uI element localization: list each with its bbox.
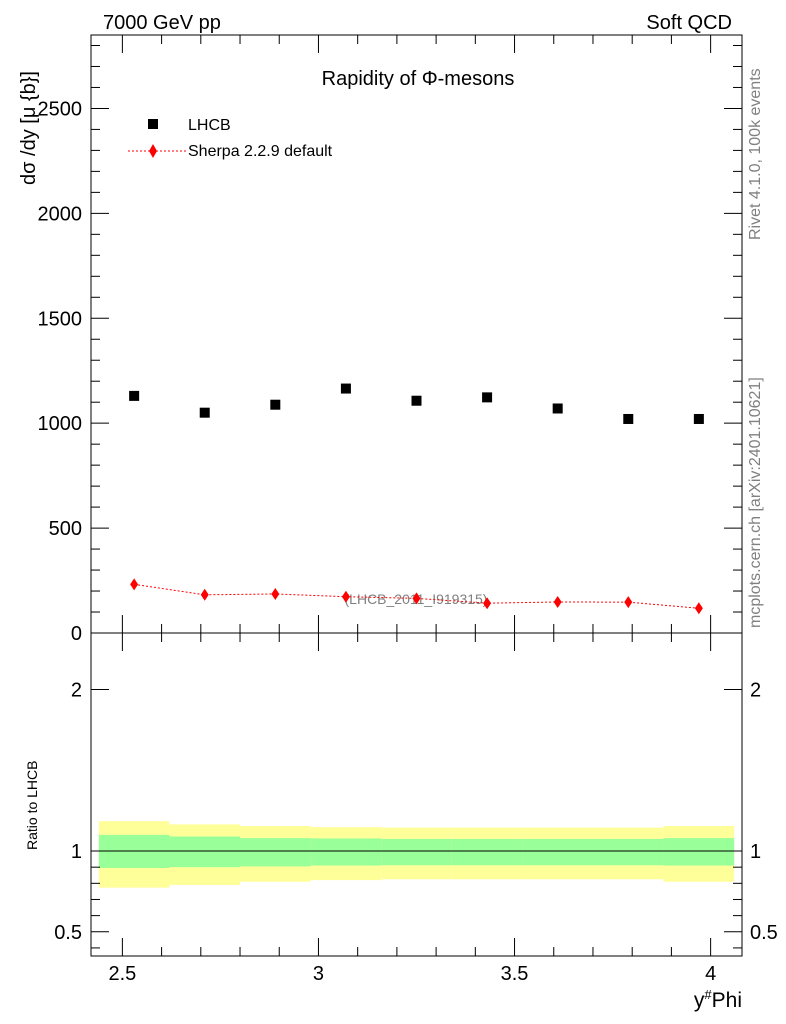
- x-tick-label: 3.5: [501, 963, 529, 985]
- mc-point: [694, 602, 703, 615]
- main-y-axis-label: dσ /dy [μ {b}]: [18, 71, 40, 185]
- legend: LHCB Sherpa 2.2.9 default: [128, 117, 333, 160]
- y-tick-label: 0: [71, 623, 82, 645]
- data-point: [623, 413, 634, 424]
- legend-mc-marker: [149, 144, 157, 158]
- x-tick-label: 2.5: [108, 963, 136, 985]
- y-tick-label: 1000: [38, 413, 83, 435]
- stat-band-bin: [169, 836, 241, 868]
- mc-point: [412, 592, 421, 605]
- data-point: [411, 395, 422, 406]
- data-point: [482, 392, 493, 403]
- stat-band-bin: [663, 838, 735, 866]
- stat-band-bin: [240, 838, 311, 867]
- main-y-tick-labels: 0 500 1000 1500 2000 2500: [38, 98, 83, 645]
- mc-point: [341, 590, 350, 603]
- mc-point: [483, 597, 492, 610]
- ratio-y-tick-label-left: 0.5: [54, 922, 82, 944]
- x-tick-label: 3: [313, 963, 324, 985]
- ratio-y-tick-label-left: 1: [71, 841, 82, 863]
- header-right: Soft QCD: [646, 12, 732, 34]
- rivet-label: Rivet 4.1.0, 100k events: [747, 68, 764, 240]
- x-axis-label: y#Phi: [694, 987, 742, 1012]
- mc-point: [624, 596, 633, 609]
- ratio-y-tick-label-left: 2: [71, 680, 82, 702]
- y-tick-label: 2000: [38, 203, 83, 225]
- ratio-plot-frame: [90, 632, 743, 957]
- x-tick-labels: 2.5 3 3.5 4: [108, 963, 716, 985]
- y-tick-label: 2500: [38, 98, 83, 120]
- stat-band-bin: [381, 838, 452, 866]
- legend-data-label: LHCB: [188, 117, 231, 134]
- data-point: [552, 403, 563, 414]
- plot-title: Rapidity of Φ-mesons: [322, 68, 515, 90]
- data-point: [199, 407, 210, 418]
- header-left: 7000 GeV pp: [103, 12, 221, 34]
- data-point: [129, 390, 140, 401]
- x-tick-label: 4: [705, 963, 716, 985]
- ratio-y-tick-label-right: 1: [750, 841, 761, 863]
- ratio-y-tick-labels: 0.5 0.5 1 1 2 2: [54, 680, 778, 944]
- stat-band-bin: [522, 838, 593, 866]
- ratio-y-tick-label-right: 2: [750, 680, 761, 702]
- main-plot-ticks: [91, 35, 742, 634]
- y-tick-label: 500: [49, 518, 82, 540]
- ratio-y-axis-label: Ratio to LHCB: [24, 761, 40, 850]
- data-series: [129, 383, 704, 424]
- mc-series: [130, 578, 703, 615]
- mc-point: [271, 587, 280, 600]
- stat-band-bin: [310, 838, 382, 866]
- y-tick-label: 1500: [38, 308, 83, 330]
- ratio-bands: [98, 821, 735, 888]
- legend-data-marker: [148, 119, 158, 129]
- main-plot-panel: 0 500 1000 1500 2000 2500 Rapidity of Φ-meson…: [18, 34, 743, 645]
- data-point: [340, 383, 351, 394]
- mcplots-label: mcplots.cern.ch [arXiv:2401.10621]: [747, 377, 764, 628]
- ratio-plot-ticks: [91, 633, 742, 956]
- data-point: [270, 399, 281, 410]
- ratio-plot-panel: 0.5 0.5 1 1 2 2 2.5 3 3.5 4 Ratio to LHCB y#Phi: [24, 632, 778, 1012]
- mc-point: [200, 588, 209, 601]
- mc-point: [553, 595, 562, 608]
- stat-band-bin: [451, 838, 523, 866]
- stat-band-bin: [592, 838, 664, 866]
- data-point: [693, 413, 704, 424]
- legend-mc-label: Sherpa 2.2.9 default: [188, 143, 333, 160]
- ratio-y-tick-label-right: 0.5: [750, 922, 778, 944]
- mc-point: [130, 578, 139, 591]
